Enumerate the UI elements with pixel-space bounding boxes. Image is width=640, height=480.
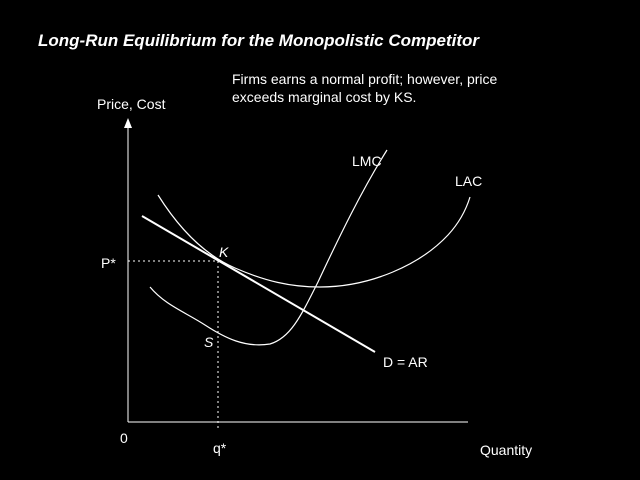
origin-label: 0 [120, 430, 128, 446]
price-label: P* [101, 255, 116, 271]
y-axis-arrow [124, 118, 132, 128]
x-axis-label: Quantity [480, 442, 532, 458]
point-s: S [204, 334, 214, 350]
lmc-curve [149, 149, 388, 346]
note-line: exceeds marginal cost by KS. [232, 89, 416, 105]
demand-curve [141, 215, 376, 353]
lmc-label: LMC [352, 153, 382, 169]
y-axis-label: Price, Cost [97, 96, 166, 112]
quantity-label: q* [213, 440, 227, 456]
lac-label: LAC [455, 173, 482, 189]
point-k: K [219, 244, 229, 260]
title: Long-Run Equilibrium for the Monopolisti… [38, 31, 480, 50]
note-line: Firms earns a normal profit; however, pr… [232, 71, 498, 87]
lac-curve [157, 194, 471, 288]
demand-label: D = AR [383, 354, 428, 370]
